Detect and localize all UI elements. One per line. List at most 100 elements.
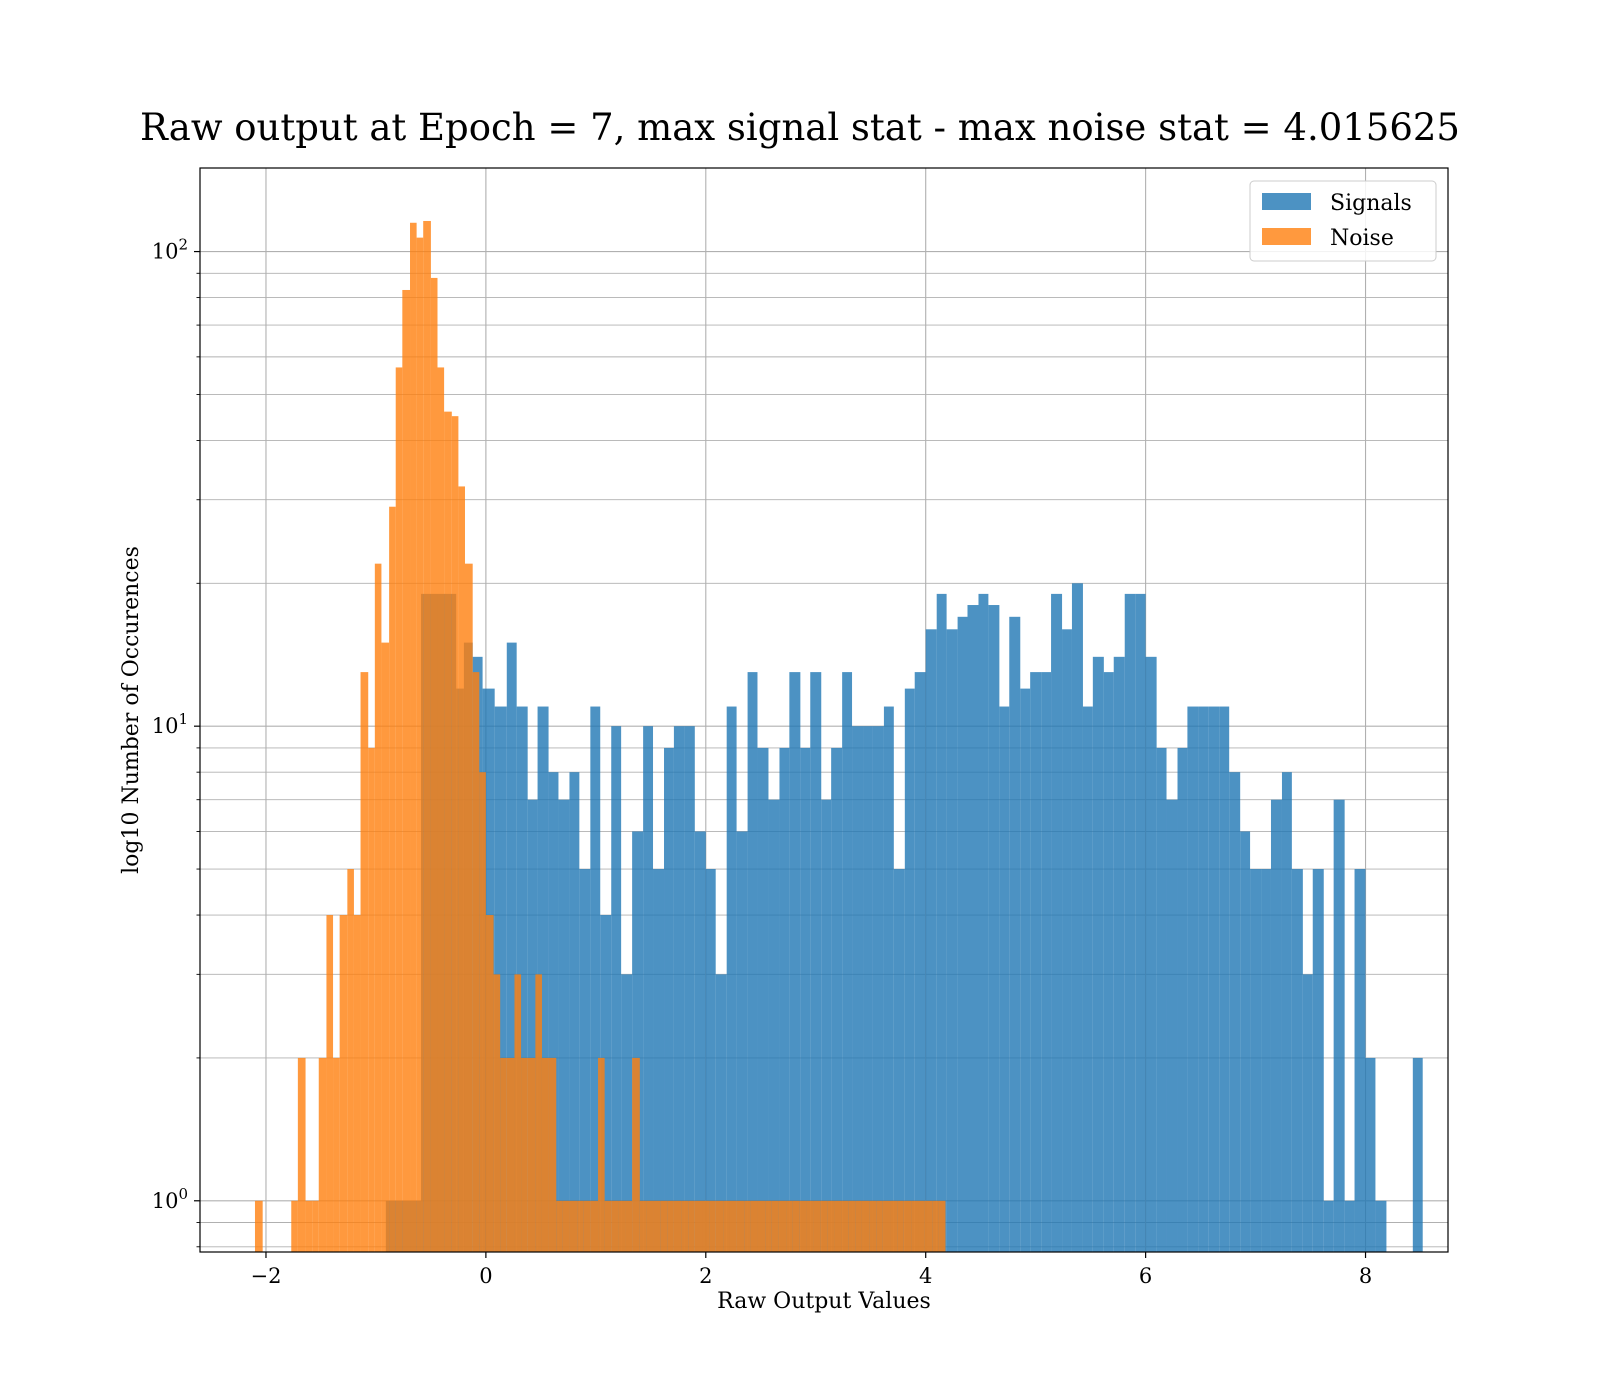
bar-signals [1135, 593, 1146, 1252]
bar-signals [1145, 656, 1157, 1252]
bar-signals [715, 974, 727, 1252]
x-tick-label: 0 [479, 1264, 492, 1288]
bar-noise [918, 1200, 925, 1252]
bar-noise [869, 1200, 877, 1252]
bar-signals [936, 593, 947, 1252]
bar-noise [786, 1200, 793, 1252]
bar-signals [1166, 799, 1178, 1252]
bar-noise [694, 1200, 703, 1252]
bar-signals [757, 747, 769, 1252]
bar-noise [254, 1200, 263, 1252]
bar-noise [890, 1200, 898, 1252]
bar-noise [360, 672, 369, 1252]
bar-noise [632, 1057, 640, 1252]
bar-noise [493, 974, 501, 1252]
bar-noise [806, 1200, 814, 1252]
bar-noise [765, 1200, 772, 1252]
bar-signals [842, 672, 853, 1252]
bar-signals [978, 593, 989, 1252]
bar-noise [792, 1200, 800, 1252]
bar-signals [1219, 706, 1230, 1252]
bar-noise [381, 642, 390, 1252]
bar-signals [1198, 706, 1209, 1252]
bar-noise [297, 1057, 306, 1252]
bar-noise [472, 672, 480, 1252]
bar-signals [705, 869, 716, 1252]
bar-noise [410, 222, 417, 1252]
bar-noise [778, 1200, 787, 1252]
bar-noise [639, 1200, 647, 1252]
bar-signals [1291, 869, 1303, 1252]
bar-noise [437, 367, 445, 1252]
bar-noise [514, 974, 522, 1252]
bar-signals [643, 726, 654, 1252]
bar-noise [848, 1200, 856, 1252]
x-tick-label: −2 [250, 1264, 281, 1288]
bar-noise [771, 1200, 779, 1252]
bar-noise [673, 1200, 682, 1252]
bar-noise [506, 1057, 515, 1252]
bar-noise [611, 1200, 619, 1252]
bar-signals [1156, 747, 1167, 1252]
x-axis-label: Raw Output Values [717, 1289, 931, 1314]
bar-noise [583, 1200, 591, 1252]
bar-signals [1365, 1057, 1376, 1252]
bar-signals [1375, 1200, 1387, 1252]
x-tick-label: 2 [699, 1264, 712, 1288]
bar-signals [1187, 706, 1199, 1252]
bar-noise [855, 1200, 862, 1252]
bar-signals [1302, 974, 1313, 1252]
bar-signals [1009, 616, 1021, 1252]
bar-signals [1354, 869, 1366, 1252]
bar-noise [291, 1200, 298, 1252]
bar-signals [1250, 869, 1262, 1252]
y-tick-label: 100 [152, 1185, 188, 1213]
bar-signals [1261, 869, 1271, 1252]
bar-noise [318, 1057, 327, 1252]
bar-signals [1062, 629, 1072, 1252]
bar-noise [500, 1057, 507, 1252]
bar-signals [600, 915, 612, 1252]
bar-signals [863, 726, 873, 1252]
bar-noise [618, 1200, 626, 1252]
bar-noise [702, 1200, 710, 1252]
x-tick-label: 4 [919, 1264, 932, 1288]
bar-noise [723, 1200, 730, 1252]
bar-noise [353, 915, 361, 1252]
bar-noise [423, 220, 431, 1252]
bar-noise [374, 563, 382, 1252]
bar-signals [537, 706, 549, 1252]
bar-noise [556, 1200, 563, 1252]
bar-signals [1071, 583, 1083, 1252]
bar-noise [932, 1200, 939, 1252]
bar-signals [768, 799, 780, 1252]
bar-noise [521, 1057, 528, 1252]
bar-noise [548, 1057, 557, 1252]
bar-noise [444, 411, 452, 1252]
bar-noise [535, 974, 542, 1252]
bar-noise [799, 1200, 807, 1252]
bar-noise [458, 486, 465, 1252]
bar-noise [590, 1200, 599, 1252]
bar-noise [312, 1200, 319, 1252]
bar-noise [813, 1200, 821, 1252]
axis-ticks: −2 0 2 4 6 8 100 101 102 [152, 236, 1373, 1288]
bar-noise [660, 1200, 668, 1252]
bar-signals [1051, 593, 1063, 1252]
bar-signals [611, 726, 622, 1252]
bar-noise [938, 1200, 946, 1252]
bar-noise [646, 1200, 654, 1252]
bar-signals [1229, 772, 1241, 1252]
bar-noise [402, 289, 411, 1252]
bar-signals [590, 706, 601, 1252]
bar-signals [664, 747, 674, 1252]
bar-signals [747, 672, 758, 1252]
bar-noise [389, 506, 396, 1252]
bar-signals [893, 869, 905, 1252]
bar-signals [821, 799, 832, 1252]
bar-signals [516, 706, 528, 1252]
bar-signals [1103, 672, 1114, 1252]
bar-signals [506, 642, 517, 1252]
bar-noise [451, 416, 459, 1252]
